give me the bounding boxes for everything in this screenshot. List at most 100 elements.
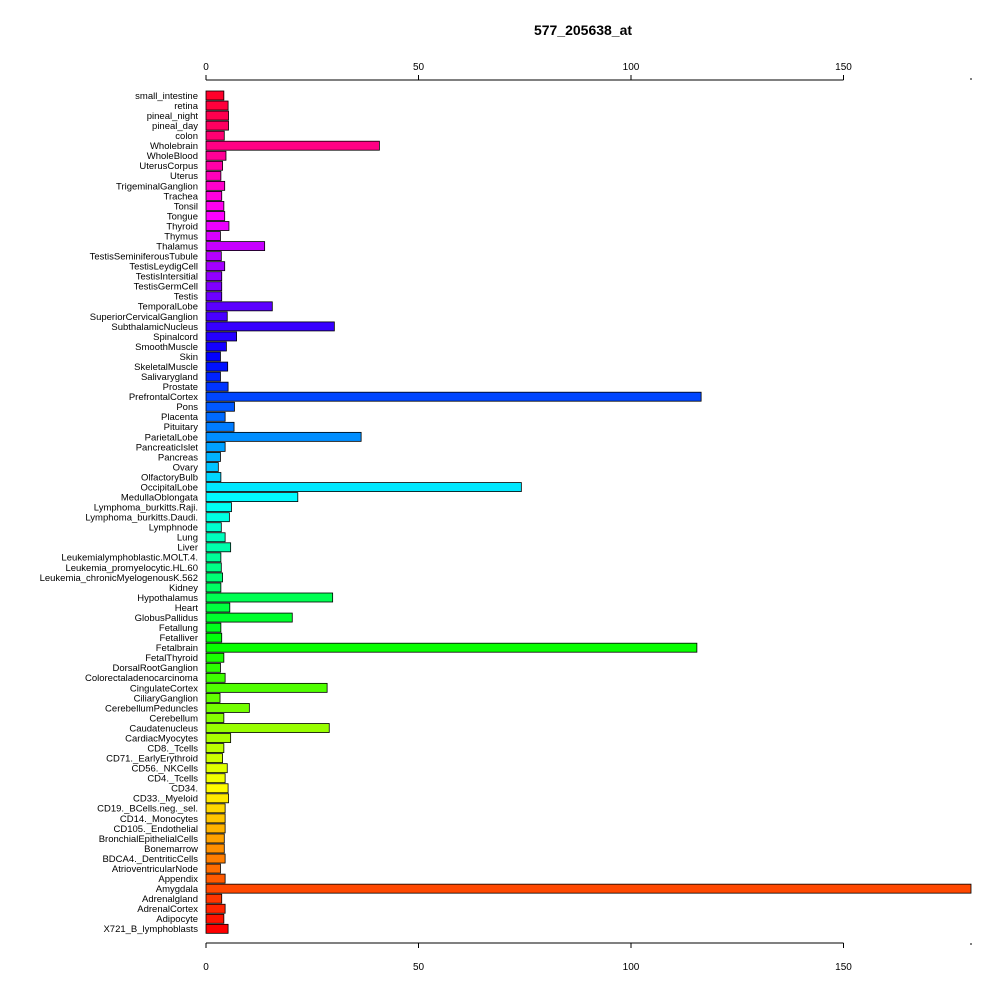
category-label: Leukemia_promyelocytic.HL.60 [65, 563, 198, 574]
bar [205, 211, 226, 221]
bar [205, 773, 226, 784]
category-label: BronchialEpithelialCells [99, 834, 199, 845]
category-label: CD8._Tcells [147, 744, 198, 755]
bar [205, 893, 223, 904]
category-label: MedullaOblongata [121, 493, 199, 504]
category-label: DorsalRootGanglion [112, 663, 198, 674]
category-label: AdrenalCortex [137, 904, 198, 915]
bar [205, 251, 222, 262]
category-label: CiliaryGanglion [134, 693, 198, 704]
bar [205, 522, 222, 533]
bar [205, 120, 229, 131]
category-label: Caudatenucleus [129, 723, 198, 734]
category-label: Lung [177, 533, 198, 544]
bar [205, 642, 698, 653]
bar [205, 823, 226, 834]
bar [205, 271, 223, 282]
category-label: Wholebrain [150, 141, 198, 152]
category-label: Tongue [167, 211, 198, 222]
category-label: pineal_night [147, 111, 199, 122]
category-label: CD71._EarlyErythroid [106, 754, 198, 765]
bar [205, 100, 229, 111]
category-label: Hypothalamus [137, 593, 198, 604]
bar [205, 472, 222, 482]
category-label: Placenta [161, 412, 199, 423]
bar [205, 261, 226, 272]
bar [205, 150, 227, 161]
category-label: TemporalLobe [138, 302, 198, 313]
bar [205, 361, 229, 372]
category-label: Salivarygland [141, 372, 198, 383]
bar [205, 733, 232, 743]
bar [205, 341, 227, 352]
category-label: Cerebellum [149, 713, 198, 724]
category-label: Thyroid [166, 221, 198, 232]
bar [205, 853, 226, 864]
category-label: Heart [175, 603, 199, 614]
bar [205, 793, 229, 804]
bottom-axis-tick-label: 100 [623, 962, 640, 973]
category-label: Colorectaladenocarcinoma [85, 673, 199, 684]
category-label: Kidney [169, 583, 198, 594]
category-label: CD105._Endothelial [113, 824, 198, 835]
category-label: OccipitalLobe [140, 482, 198, 493]
category-label: TestisSeminiferousTubule [90, 252, 198, 263]
category-label: AtrioventricularNode [112, 864, 198, 875]
top-x-axis: 0 50 100 150 [203, 62, 972, 81]
category-label: Skin [180, 352, 198, 363]
bar [205, 602, 231, 613]
category-label: SmoothMuscle [135, 342, 198, 353]
category-label: Testis [174, 292, 199, 303]
bar [205, 672, 226, 683]
category-label: CD56._NKCells [131, 764, 198, 775]
category-label: Adipocyte [156, 914, 198, 925]
bar [205, 401, 235, 412]
bar [205, 170, 222, 181]
bar [205, 753, 223, 764]
bar [205, 662, 221, 673]
category-label: Pons [176, 402, 198, 413]
category-label: SkeletalMuscle [134, 362, 198, 373]
bottom-axis-tick-label: 150 [835, 962, 852, 973]
category-label: Uterus [170, 171, 198, 182]
category-label: colon [175, 131, 198, 142]
category-label: Adrenalgland [142, 894, 198, 905]
bar [205, 391, 702, 402]
category-label: SuperiorCervicalGanglion [90, 312, 198, 323]
bar [205, 90, 225, 101]
bar [205, 241, 266, 252]
category-label: Pituitary [164, 422, 199, 433]
bar [205, 180, 226, 191]
category-label: Fetallung [159, 623, 198, 634]
bar [205, 411, 226, 422]
bar [205, 351, 221, 362]
bar [205, 462, 219, 472]
category-label: BDCA4._DentriticCells [102, 854, 198, 865]
bar [205, 743, 225, 753]
bar [205, 803, 226, 814]
category-label: small_intestine [135, 91, 198, 102]
bar [205, 612, 293, 623]
bar [205, 532, 226, 543]
bar [205, 813, 226, 824]
category-label: TestisIntersitial [136, 272, 198, 283]
category-label: CingulateCortex [130, 683, 198, 694]
category-label: Tonsil [174, 201, 198, 212]
category-label: ParietalLobe [145, 432, 198, 443]
category-label: PrefrontalCortex [129, 392, 198, 403]
category-label: TestisGermCell [134, 282, 198, 293]
category-label: CD4._Tcells [147, 774, 198, 785]
bar [205, 723, 330, 733]
bar [205, 903, 226, 914]
bar [205, 482, 522, 492]
category-labels: small_intestineretinapineal_nightpineal_… [40, 91, 199, 935]
bar [205, 682, 328, 693]
category-label: Liver [177, 543, 198, 554]
bar [205, 783, 229, 794]
category-label: Leukemialymphoblastic.MOLT.4. [61, 553, 198, 564]
category-label: Trachea [164, 191, 199, 202]
category-label: Spinalcord [153, 332, 198, 343]
bottom-axis-tick-label: 50 [413, 962, 425, 973]
category-label: Leukemia_chronicMyelogenousK.562 [40, 573, 198, 584]
category-label: GlobusPallidus [135, 613, 199, 624]
